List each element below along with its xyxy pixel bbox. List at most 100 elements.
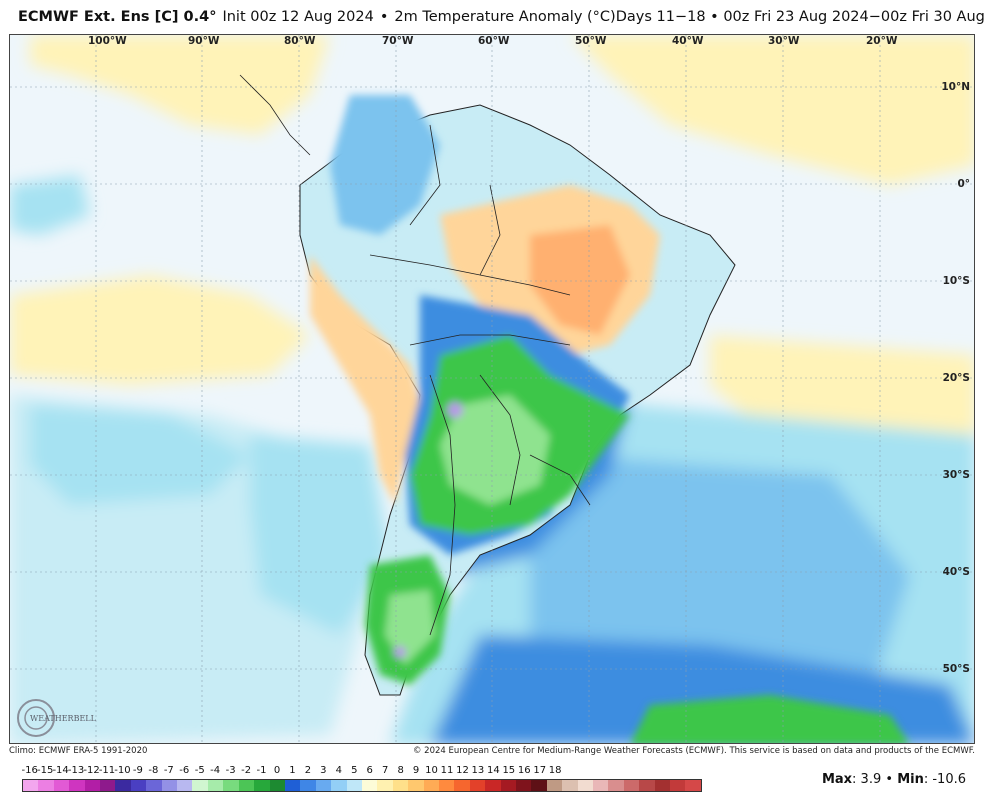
- colorbar-tick-label: 16: [517, 765, 531, 776]
- colorbar-tick-label: -6: [179, 765, 190, 776]
- lat-label: 10°N: [941, 81, 970, 93]
- border-line: [409, 124, 441, 226]
- lon-label: 80°W: [284, 35, 316, 47]
- colorbar-swatch: [207, 780, 224, 791]
- copyright-note: © 2024 European Centre for Medium-Range …: [412, 746, 975, 756]
- pacific-cool-patch: [10, 175, 90, 235]
- logo-swirl: [17, 699, 55, 737]
- header-separator: •: [379, 9, 389, 25]
- colorbar-tick-label: -4: [210, 765, 221, 776]
- colorbar-tick-label: 5: [351, 765, 358, 776]
- colorbar-swatch: [254, 780, 270, 791]
- header-left: ECMWF Ext. Ens [C] 0.4° Init 00z 12 Aug …: [18, 9, 616, 25]
- north-pacific-warm: [30, 35, 330, 135]
- logo-text: WEATHERBELL: [30, 714, 97, 723]
- stats-separator: •: [885, 772, 894, 787]
- logo-swirl-inner: [24, 706, 48, 730]
- border-line: [479, 184, 501, 276]
- valid-period: Days 11−18 • 00z Fri 23 Aug 2024−00z Fri…: [615, 9, 984, 25]
- lon-label: 90°W: [188, 35, 220, 47]
- lat-label: 0°: [957, 178, 970, 190]
- colorbar-swatch: [238, 780, 255, 791]
- variable-name: 2m Temperature Anomaly (°C): [394, 9, 616, 25]
- colorbar-swatch: [130, 780, 147, 791]
- colorbar-tick-label: -8: [148, 765, 159, 776]
- border-line: [409, 334, 571, 346]
- colorbar-tick-label: -7: [163, 765, 174, 776]
- colorbar-tick-label: 12: [456, 765, 469, 776]
- colorbar-tick-label: 13: [471, 765, 485, 776]
- colorbar-swatch: [100, 780, 116, 791]
- graticule: [10, 35, 974, 743]
- colorbar-swatch: [608, 780, 624, 791]
- colorbar-tick-label: 9: [412, 765, 420, 776]
- weatherbell-logo: WEATHERBELL: [17, 699, 97, 737]
- lon-label: 40°W: [672, 35, 704, 47]
- model-title: ECMWF Ext. Ens [C] 0.4°: [18, 9, 217, 25]
- colorbar-swatch: [654, 780, 671, 791]
- lon-label: 100°W: [88, 35, 127, 47]
- colorbar-tick-label: 0: [273, 765, 281, 776]
- colorbar-swatch: [300, 780, 316, 791]
- andes-warm: [310, 255, 420, 505]
- max-value: : 3.9: [852, 772, 882, 787]
- colorbar-swatch: [623, 780, 640, 791]
- colorbar-swatch: [516, 780, 532, 791]
- colorbar-swatch: [84, 780, 101, 791]
- footer-credits: Climo: ECMWF ERA-5 1991-2020 © 2024 Euro…: [9, 746, 975, 758]
- map-panel: 100°W 90°W 80°W 70°W 60°W 50°W 40°W 30°W…: [9, 34, 975, 744]
- tropical-atlantic-warm: [570, 35, 974, 185]
- andes-coldest-spot: [447, 402, 463, 418]
- map-header: ECMWF Ext. Ens [C] 0.4° Init 00z 12 Aug …: [0, 0, 984, 34]
- patagonia-cold-core: [385, 590, 435, 665]
- chile-offshore-cyan: [250, 435, 390, 635]
- northwest-cool: [330, 95, 440, 235]
- land-anomaly-fields: [310, 95, 909, 743]
- brazil-warm-core: [530, 225, 630, 335]
- lat-label: 20°S: [942, 372, 970, 384]
- colorbar-tick-label: -10: [114, 765, 131, 776]
- colorbar-tick-label: -1: [256, 765, 267, 776]
- colorbar-swatch: [269, 780, 285, 791]
- colorbar-tick-label: 15: [502, 765, 516, 776]
- colorbar-tick-label: -2: [241, 765, 252, 776]
- patagonia-coldest-spot: [394, 646, 406, 658]
- min-label: Min: [897, 772, 924, 787]
- south-pacific-cyan: [30, 405, 250, 505]
- colorbar-tick-label: 11: [440, 765, 454, 776]
- colorbar-swatch: [223, 780, 239, 791]
- colorbar-swatch: [161, 780, 178, 791]
- colorbar-swatch: [115, 780, 131, 791]
- east-pacific-warm: [10, 275, 310, 385]
- colorbar-swatch: [685, 780, 701, 791]
- colorbar-tick-label: -14: [52, 765, 69, 776]
- lon-label: 20°W: [866, 35, 898, 47]
- anomaly-map: [10, 35, 974, 743]
- colorbar-swatch: [38, 780, 54, 791]
- colorbar-swatch: [531, 780, 547, 791]
- colorbar-swatch: [500, 780, 516, 791]
- colorbar-tick-label: 1: [289, 765, 296, 776]
- colorbar-tick-label: 17: [533, 765, 547, 776]
- lon-label: 60°W: [478, 35, 510, 47]
- colorbar-swatch: [331, 780, 347, 791]
- colorbar-swatch: [423, 780, 439, 791]
- lat-label: 30°S: [942, 469, 970, 481]
- border-line: [429, 374, 456, 636]
- colorbar-tick-label: -12: [83, 765, 100, 776]
- colorbar-swatch: [546, 780, 563, 791]
- antarctic-green: [631, 695, 909, 743]
- colorbar-swatch: [146, 780, 162, 791]
- max-label: Max: [821, 772, 853, 787]
- colorbar-tick-label: 7: [381, 765, 389, 776]
- colorbar-tick-label: 10: [425, 765, 438, 776]
- colorbar-tick-label: -13: [67, 765, 85, 776]
- colorbar-tick-label: -3: [225, 765, 236, 776]
- colorbar-swatch: [485, 780, 501, 791]
- colorbar-swatch: [562, 780, 578, 791]
- colorbar-swatch: [469, 780, 486, 791]
- colorbar-swatch: [408, 780, 424, 791]
- colorbar-swatches: [22, 779, 702, 792]
- colorbar-swatch: [639, 780, 655, 791]
- colorbar-swatch: [284, 780, 301, 791]
